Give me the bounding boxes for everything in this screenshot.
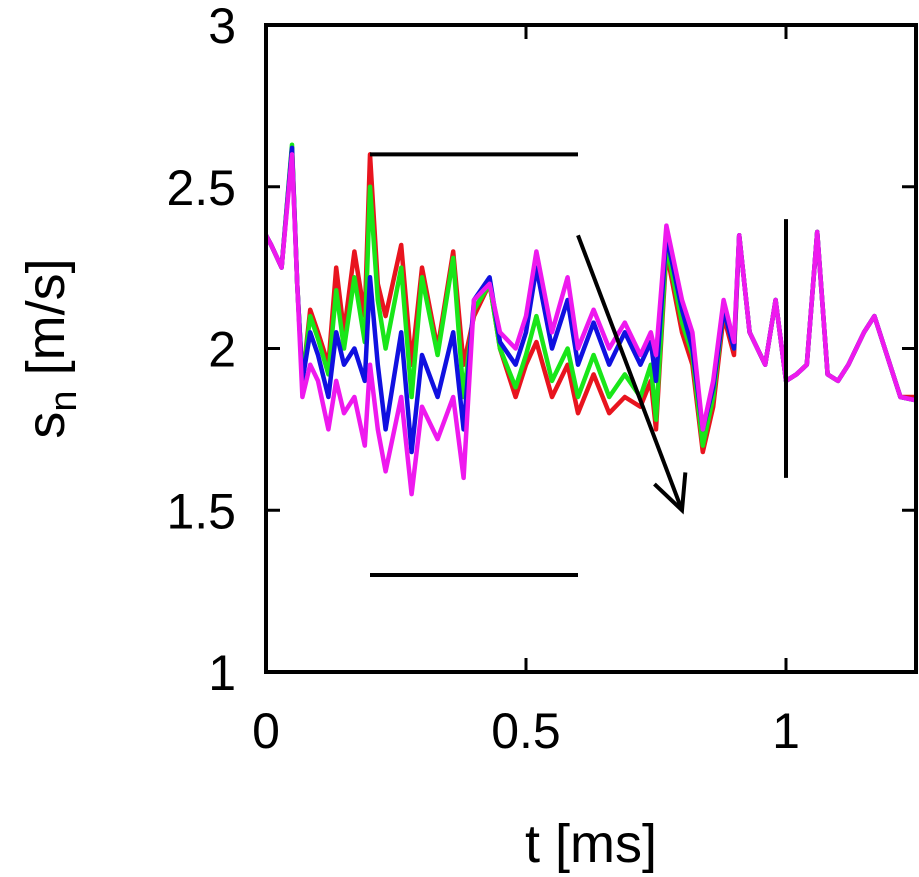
x-tick-label: 0 <box>252 703 280 759</box>
x-tick-label: 0.5 <box>491 703 561 759</box>
plot-frame <box>264 23 918 674</box>
arrow-shaft <box>576 234 684 511</box>
y-axis-label-main: s <box>16 412 76 439</box>
y-axis-label-unit: [m/s] <box>16 258 76 390</box>
y-tick-label: 1.5 <box>166 483 236 539</box>
annotation-arrow <box>576 234 688 515</box>
series-line-1 <box>264 145 916 455</box>
y-tick-label: 2.5 <box>166 160 236 216</box>
x-tick-label: 1 <box>772 703 800 759</box>
annotation-layer <box>370 152 788 577</box>
y-tick-label: 1 <box>208 645 236 701</box>
y-axis-label: sn [m/s] <box>16 258 85 438</box>
y-tick-label: 2 <box>208 322 236 378</box>
y-tick-label: 3 <box>208 0 236 54</box>
series-layer <box>264 142 917 497</box>
x-axis-label: t [ms] <box>525 814 657 874</box>
series-line-4 <box>264 152 917 497</box>
y-axis-label-subscript: n <box>43 390 85 411</box>
tick-layer: 0 0.5 1 1 1.5 2 2.5 3 <box>166 0 916 759</box>
arrow-head <box>653 472 688 515</box>
